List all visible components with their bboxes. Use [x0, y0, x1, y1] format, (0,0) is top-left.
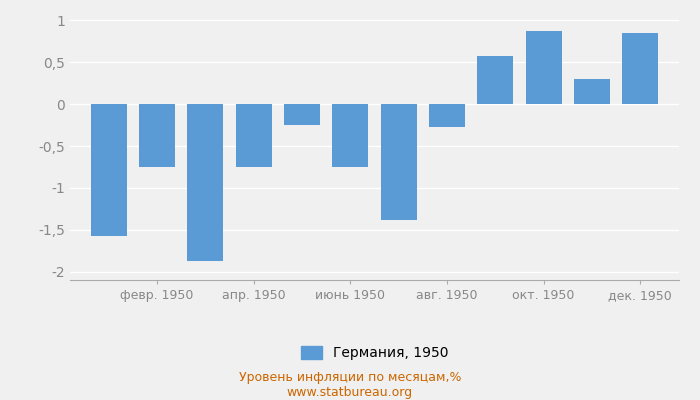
Legend: Германия, 1950: Германия, 1950: [295, 340, 454, 366]
Text: Уровень инфляции по месяцам,%: Уровень инфляции по месяцам,%: [239, 372, 461, 384]
Bar: [622, 33, 659, 104]
Bar: [187, 104, 223, 261]
Bar: [332, 104, 368, 167]
Bar: [381, 104, 416, 220]
Text: www.statbureau.org: www.statbureau.org: [287, 386, 413, 399]
Bar: [284, 104, 320, 125]
Bar: [235, 104, 272, 167]
Bar: [90, 104, 127, 236]
Bar: [574, 79, 610, 104]
Bar: [429, 104, 465, 127]
Bar: [477, 56, 514, 104]
Bar: [526, 31, 562, 104]
Bar: [139, 104, 175, 167]
